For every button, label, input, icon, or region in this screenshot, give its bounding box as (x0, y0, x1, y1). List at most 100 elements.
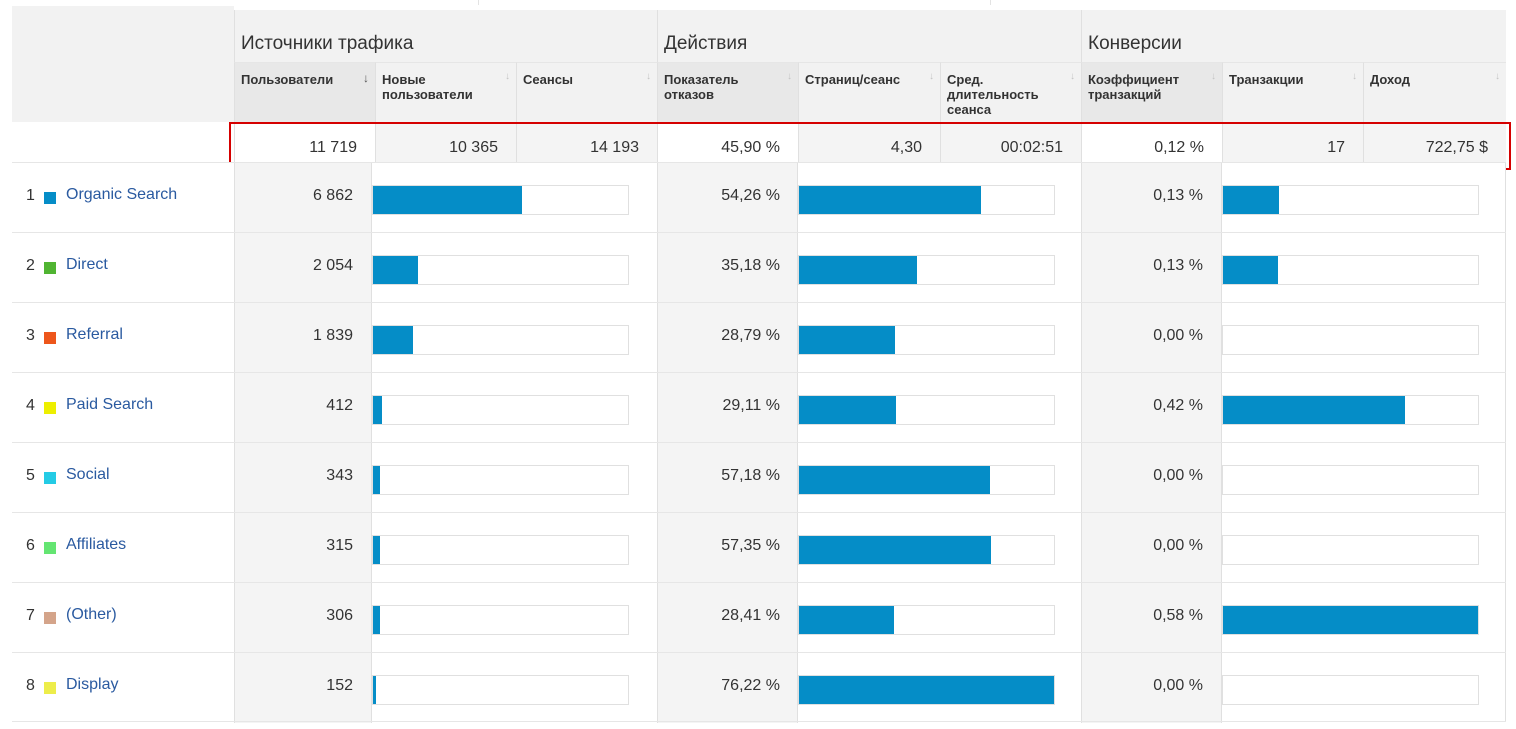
cell-users: 152 (234, 653, 371, 723)
cell-users: 306 (234, 583, 371, 653)
row-right-border (1505, 233, 1506, 302)
column-label: Новые пользователи (382, 72, 473, 102)
bar-fill (373, 536, 380, 564)
bar-track (372, 325, 629, 355)
totals-row: 11 719 10 365 14 193 45,90 % 4,30 00:02:… (234, 124, 1506, 168)
total-transaction-rate: 0,12 % (1081, 124, 1222, 168)
bar-track (372, 465, 629, 495)
cell-users: 315 (234, 513, 371, 583)
cell-value: 54,26 % (721, 187, 780, 204)
column-header-sessions[interactable]: Сеансы ↓ (516, 62, 657, 122)
channel-link[interactable]: Display (66, 676, 119, 693)
cell-value: 0,58 % (1153, 607, 1203, 624)
total-value: 11 719 (309, 139, 357, 156)
cell-value: 0,13 % (1153, 257, 1203, 274)
column-header-pages-per-session[interactable]: Страниц/сеанс ↓ (798, 62, 940, 122)
cell-value: 2 054 (312, 257, 353, 274)
channel-link[interactable]: Organic Search (66, 186, 178, 203)
bar-fill (799, 536, 991, 564)
column-label: Страниц/сеанс (805, 72, 901, 87)
cell-value: 28,79 % (721, 327, 780, 344)
group-title: Конверсии (1088, 33, 1182, 54)
table-row: 152 76,22 % 0,00 % (234, 652, 1506, 723)
bar-fill (799, 606, 894, 634)
cell-users: 6 862 (234, 163, 371, 233)
bar-bounce-rate (797, 303, 1081, 373)
bar-transaction-rate (1221, 303, 1506, 373)
bar-track (1222, 395, 1479, 425)
total-transactions: 17 (1222, 124, 1363, 168)
total-bounce-rate: 45,90 % (657, 124, 798, 168)
cell-bounce-rate: 28,41 % (657, 583, 798, 653)
column-label: Транзакции (1229, 72, 1304, 87)
table-row: 412 29,11 % 0,42 % (234, 372, 1506, 443)
row-number: 7 (26, 607, 35, 624)
bar-transaction-rate (1221, 233, 1506, 303)
bar-transaction-rate (1221, 583, 1506, 653)
top-divider-strip (0, 0, 1516, 6)
channel-link[interactable]: Paid Search (66, 396, 154, 413)
channel-link[interactable]: Referral (66, 326, 123, 343)
table-row: 306 28,41 % 0,58 % (234, 582, 1506, 653)
bar-fill (1223, 256, 1278, 284)
series-color-swatch (44, 192, 56, 204)
total-value: 4,30 (890, 139, 922, 156)
column-header-users[interactable]: Пользователи ↓ (234, 62, 375, 122)
cell-bounce-rate: 76,22 % (657, 653, 798, 723)
total-value: 17 (1327, 139, 1345, 156)
bar-fill (799, 186, 981, 214)
channel-row-label: 5 Social (12, 442, 234, 512)
cell-bounce-rate: 35,18 % (657, 233, 798, 303)
bar-fill (373, 256, 418, 284)
column-header-avg-duration[interactable]: Сред. длительность сеанса ↓ (940, 62, 1081, 122)
channel-row-label: 7 (Other) (12, 582, 234, 652)
bar-users-share (371, 373, 657, 443)
table-row: 1 839 28,79 % 0,00 % (234, 302, 1506, 373)
bar-track (798, 185, 1055, 215)
channel-link[interactable]: Direct (66, 256, 108, 273)
sort-icon: ↓ (1070, 71, 1075, 82)
column-label: Показатель отказов (664, 72, 739, 102)
cell-value: 152 (326, 677, 353, 694)
column-header-revenue[interactable]: Доход ↓ (1363, 62, 1506, 122)
bar-users-share (371, 443, 657, 513)
group-header-acquisition: Источники трафика (234, 10, 657, 62)
cell-value: 35,18 % (721, 257, 780, 274)
bar-bounce-rate (797, 583, 1081, 653)
total-value: 10 365 (449, 139, 498, 156)
column-header-transactions[interactable]: Транзакции ↓ (1222, 62, 1363, 122)
table-row: 6 862 54,26 % 0,13 % (234, 162, 1506, 233)
table-row: 2 054 35,18 % 0,13 % (234, 232, 1506, 303)
row-right-border (1505, 653, 1506, 722)
bar-fill (373, 676, 376, 704)
cell-bounce-rate: 54,26 % (657, 163, 798, 233)
channel-link[interactable]: (Other) (66, 606, 117, 623)
cell-value: 57,18 % (721, 467, 780, 484)
bar-track (372, 395, 629, 425)
bar-fill (799, 256, 917, 284)
group-header-conversions: Конверсии (1081, 10, 1506, 62)
total-pages-per-session: 4,30 (798, 124, 940, 168)
column-header-new-users[interactable]: Новые пользователи ↓ (375, 62, 516, 122)
row-right-border (1505, 163, 1506, 232)
cell-value: 0,13 % (1153, 187, 1203, 204)
divider-tick (990, 0, 991, 5)
channel-link[interactable]: Social (66, 466, 110, 483)
channel-row-label: 1 Organic Search (12, 162, 234, 232)
column-header-bounce-rate[interactable]: Показатель отказов ↓ (657, 62, 798, 122)
cell-value: 29,11 % (722, 397, 780, 414)
series-color-swatch (44, 472, 56, 484)
cell-value: 315 (326, 537, 353, 554)
cell-value: 1 839 (312, 327, 353, 344)
bar-users-share (371, 233, 657, 303)
total-revenue: 722,75 $ (1363, 124, 1506, 168)
bar-track (798, 675, 1055, 705)
row-right-border (1505, 513, 1506, 582)
cell-users: 1 839 (234, 303, 371, 373)
column-header-transaction-rate[interactable]: Коэффициент транзакций ↓ (1081, 62, 1222, 122)
bar-users-share (371, 163, 657, 233)
sort-icon: ↓ (646, 71, 651, 82)
cell-value: 6 862 (312, 187, 353, 204)
channel-link[interactable]: Affiliates (66, 536, 127, 553)
table-row: 315 57,35 % 0,00 % (234, 512, 1506, 583)
